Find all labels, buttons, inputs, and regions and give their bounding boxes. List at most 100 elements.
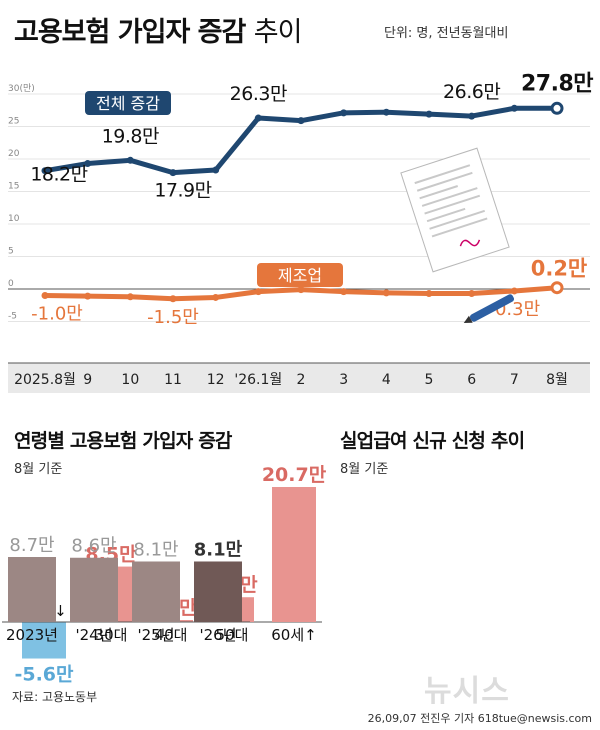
total-series-badge-label: 전체 증감 — [96, 94, 160, 113]
document-text-line — [424, 194, 481, 215]
manufacturing-data-label: -1.0만 — [31, 304, 83, 325]
data-point — [41, 167, 49, 175]
claims-bar — [132, 561, 180, 622]
claims-chart-title: 실업급여 신규 신청 추이 — [340, 430, 525, 452]
claims-bar — [8, 557, 56, 622]
document-illustration — [400, 147, 510, 273]
data-point — [297, 117, 305, 125]
y-tick-label: 30(만) — [8, 83, 35, 94]
total-data-label: 26.6만 — [443, 81, 500, 103]
total-data-label: 19.8만 — [102, 125, 159, 147]
data-point — [340, 288, 348, 296]
document-text-line — [431, 217, 488, 238]
age-chart-note: 8월 기준 — [14, 462, 63, 477]
total-data-label: 18.2만 — [30, 164, 87, 186]
credit-line: 26,09,07 전진우 기자 618tue@newsis.com — [367, 712, 592, 725]
document-sheet — [400, 147, 510, 273]
data-point — [468, 290, 476, 298]
x-tick-label: 12 — [207, 372, 225, 388]
age-category-label: 40대 — [155, 626, 188, 644]
claims-bar — [70, 557, 118, 622]
total-data-label: 26.3만 — [230, 83, 287, 105]
claims-data-label: 8.6만 — [71, 536, 116, 557]
pen-body — [469, 294, 515, 322]
data-point — [297, 286, 305, 294]
line-chart: 30(만) 25 20 15 10 5 0 -5 2025.8월 9 10 11 12 '26.1월 2 3 4… — [8, 71, 594, 393]
age-category-label: 30대 — [95, 626, 128, 644]
age-category-label: 50대 — [216, 626, 249, 644]
claims-category-label: 2023년 — [6, 626, 58, 644]
data-point — [510, 287, 518, 295]
total-data-label: 17.9만 — [154, 180, 211, 202]
data-point — [340, 109, 348, 117]
x-tick-label: 2025.8월 — [14, 372, 76, 388]
y-tick-label: 20 — [8, 149, 20, 159]
y-tick-label: 0 — [8, 279, 14, 289]
x-tick-label: '26.1월 — [234, 372, 282, 388]
data-point — [254, 288, 262, 296]
document-text-line — [426, 207, 466, 223]
x-tick-label: 10 — [121, 372, 139, 388]
data-point — [550, 281, 564, 295]
data-point — [169, 169, 177, 177]
data-point — [84, 292, 92, 300]
x-tick-label: 3 — [339, 372, 348, 388]
y-tick-label: 5 — [8, 247, 14, 257]
data-point — [126, 293, 134, 301]
document-text-line — [416, 171, 473, 192]
pen-tip — [463, 315, 473, 324]
data-point — [425, 110, 433, 118]
claims-data-label: 8.7만 — [9, 535, 54, 556]
age-data-label: 20.7만 — [262, 464, 327, 486]
data-point — [468, 112, 476, 120]
claims-category-label: '24년 — [75, 626, 112, 644]
age-bar — [22, 622, 66, 659]
y-tick-label: -5 — [8, 312, 17, 322]
newsis-logo: 뉴시스 — [424, 674, 510, 709]
age-category-label: 60세↑ — [271, 626, 316, 644]
data-point — [126, 156, 134, 164]
unit-note: 단위: 명, 전년동월대비 — [384, 26, 509, 41]
y-tick-label: 10 — [8, 214, 20, 224]
page-title: 고용보험 가입자 증감 추이 — [14, 17, 302, 48]
claims-bar — [194, 561, 242, 622]
x-tick-label: 9 — [83, 372, 92, 388]
claims-data-label: 8.1만 — [194, 539, 243, 560]
pen-icon — [463, 294, 515, 324]
document-text-line — [419, 185, 459, 200]
data-point — [550, 101, 564, 115]
document-signature — [459, 239, 481, 247]
total-data-label: 27.8만 — [521, 71, 593, 96]
age-chart-title: 연령별 고용보험 가입자 증감 — [14, 430, 232, 452]
y-tick-label: 25 — [8, 117, 19, 127]
age-data-label: -5.6만 — [14, 664, 74, 686]
claims-data-label: 8.1만 — [133, 539, 178, 560]
document-text-line — [414, 164, 471, 185]
claims-category-label: '25년 — [137, 626, 174, 644]
document-text-line — [429, 209, 486, 230]
claims-category-label: '26년 — [199, 626, 236, 644]
data-point — [212, 293, 220, 301]
x-tick-label: 8월 — [546, 372, 568, 388]
document-text-line — [421, 187, 478, 207]
claims-chart: 8.7만 2023년 8.6만 '24년 8.1만 '25년 8.1만 '26년 — [2, 535, 250, 644]
data-point — [169, 295, 177, 303]
data-point — [41, 292, 49, 299]
data-point — [510, 104, 518, 112]
x-axis-band — [8, 363, 590, 393]
x-tick-label: 5 — [425, 372, 434, 388]
total-series-badge — [85, 91, 171, 115]
age-bar — [272, 487, 316, 622]
x-tick-label: 7 — [510, 372, 519, 388]
claims-chart-note: 8월 기준 — [340, 462, 389, 477]
manufacturing-data-label: -1.5만 — [147, 307, 199, 328]
manufacturing-series-badge — [257, 263, 343, 287]
data-point — [254, 114, 262, 122]
data-point — [425, 290, 433, 298]
manufacturing-series-badge-label: 제조업 — [278, 266, 322, 285]
data-point — [382, 108, 390, 116]
source-note: 자료: 고용노동부 — [12, 690, 98, 704]
x-tick-label: 11 — [164, 372, 182, 388]
manufacturing-data-label: 0.2만 — [531, 257, 588, 281]
